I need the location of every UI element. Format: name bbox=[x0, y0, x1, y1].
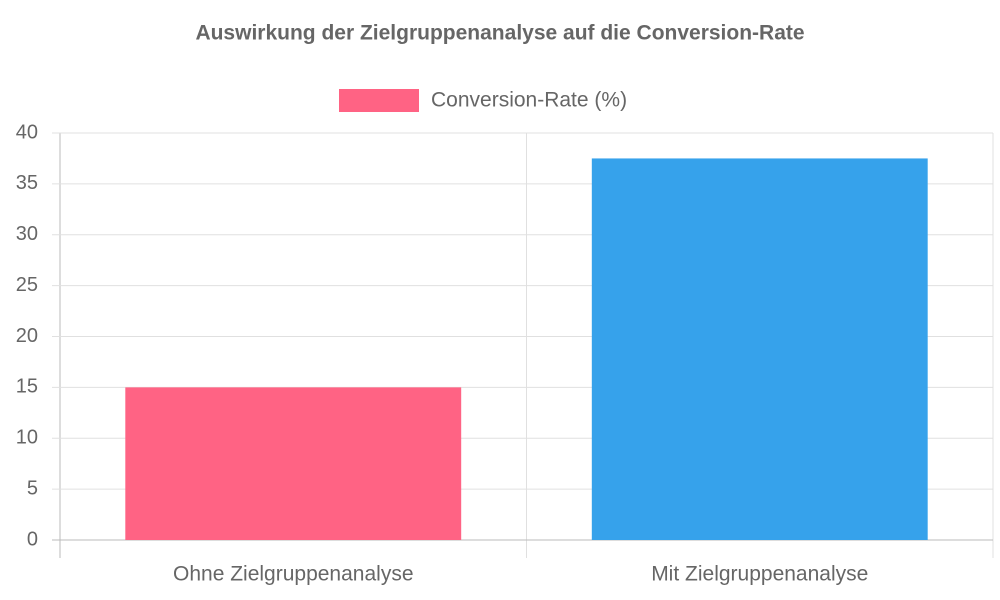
chart-title: Auswirkung der Zielgruppenanalyse auf di… bbox=[195, 22, 804, 45]
y-tick-label: 10 bbox=[16, 427, 38, 449]
bar bbox=[125, 387, 462, 540]
y-tick-label: 5 bbox=[27, 477, 38, 499]
x-tick-label: Ohne Zielgruppenanalyse bbox=[173, 563, 414, 586]
legend-swatch bbox=[339, 89, 419, 112]
bar bbox=[591, 158, 928, 540]
y-tick-label: 0 bbox=[27, 528, 38, 550]
y-tick-label: 30 bbox=[16, 223, 38, 245]
y-tick-label: 25 bbox=[16, 274, 38, 296]
x-tick-label: Mit Zielgruppenanalyse bbox=[651, 563, 868, 586]
y-tick-label: 15 bbox=[16, 376, 38, 398]
legend-label: Conversion-Rate (%) bbox=[431, 89, 627, 112]
y-tick-label: 35 bbox=[16, 172, 38, 194]
y-tick-label: 20 bbox=[16, 325, 38, 347]
y-tick-label: 40 bbox=[16, 121, 38, 143]
